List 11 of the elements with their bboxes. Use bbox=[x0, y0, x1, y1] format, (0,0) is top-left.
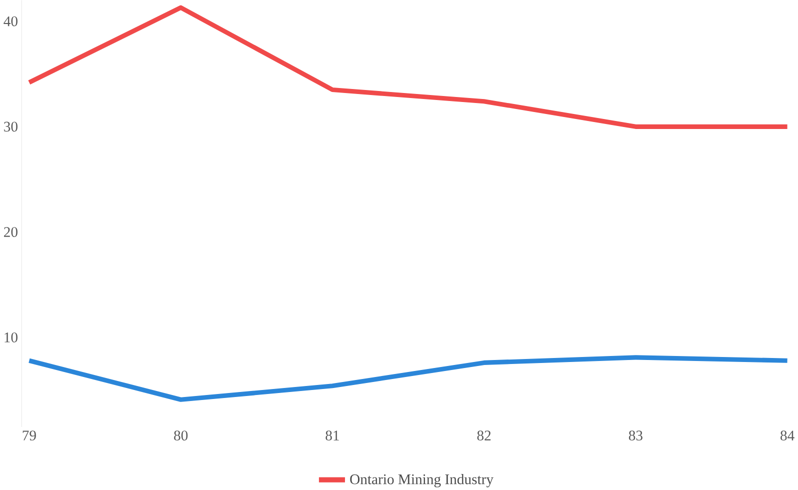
y-tick-label: 40 bbox=[4, 16, 18, 26]
x-tick-label: 83 bbox=[628, 430, 642, 441]
legend-label: Ontario Mining Industry bbox=[350, 474, 494, 488]
x-tick-label: 82 bbox=[477, 430, 491, 441]
y-tick-label: 30 bbox=[4, 122, 18, 132]
x-tick-label: 79 bbox=[22, 430, 36, 441]
y-tick-label: 20 bbox=[4, 227, 18, 238]
y-tick-label: 10 bbox=[4, 332, 18, 343]
x-tick-label: 80 bbox=[174, 430, 188, 441]
x-tick-label: 84 bbox=[780, 430, 794, 441]
x-tick-label: 81 bbox=[326, 430, 339, 441]
